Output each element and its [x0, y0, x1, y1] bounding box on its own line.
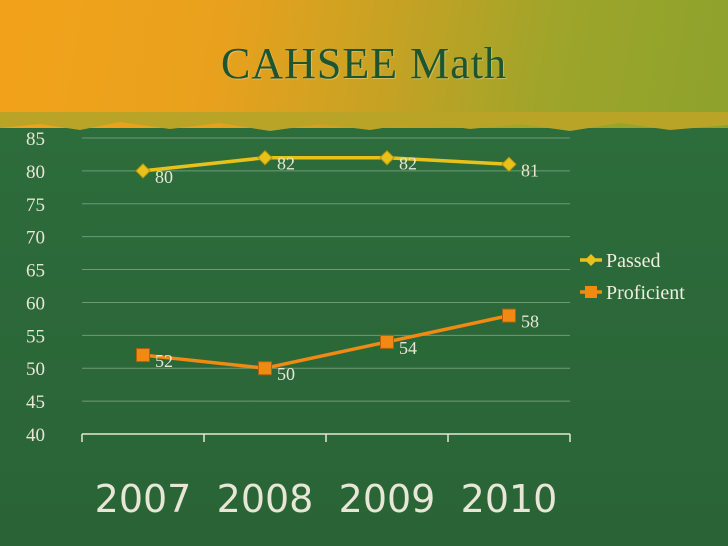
y-tick-label: 50	[26, 359, 45, 380]
legend-label-passed: Passed	[606, 250, 660, 272]
header-torn-edge	[0, 112, 728, 131]
legend-marker-passed	[585, 254, 597, 266]
y-tick-label: 70	[26, 228, 45, 249]
data-point-passed	[135, 163, 151, 179]
x-tick-label-2010: 2010	[461, 477, 558, 521]
y-tick-label: 80	[26, 162, 45, 183]
series-line-passed	[142, 155, 510, 173]
data-label-proficient: 54	[399, 338, 417, 358]
data-point-proficient	[380, 334, 394, 349]
x-tick-label-2008: 2008	[217, 477, 314, 521]
header-band	[0, 0, 728, 128]
y-tick-label: 45	[26, 392, 45, 413]
data-label-passed: 80	[155, 167, 173, 187]
y-tick-label: 60	[26, 293, 45, 314]
y-tick-label: 40	[26, 425, 45, 446]
data-label-passed: 82	[277, 154, 295, 174]
y-tick-label: 75	[26, 195, 45, 216]
slide-title: CAHSEE Math	[221, 39, 507, 88]
x-tick-label-2009: 2009	[339, 477, 436, 521]
data-label-passed: 82	[399, 154, 417, 174]
data-point-proficient	[502, 308, 516, 323]
data-point-passed	[257, 150, 273, 166]
x-tick-label-2007: 2007	[95, 477, 192, 521]
legend-label-proficient: Proficient	[606, 282, 685, 304]
data-point-passed	[501, 156, 517, 173]
data-label-proficient: 58	[521, 312, 539, 332]
y-tick-label: 65	[26, 261, 45, 282]
y-tick-label: 85	[26, 129, 45, 150]
data-point-passed	[379, 150, 395, 166]
series-line-proficient	[142, 313, 510, 370]
data-label-passed: 81	[521, 160, 539, 180]
data-label-proficient: 52	[155, 351, 173, 371]
data-label-proficient: 50	[277, 364, 295, 384]
data-point-proficient	[136, 348, 150, 363]
y-tick-label: 55	[26, 326, 45, 347]
legend-marker-proficient	[585, 286, 597, 298]
data-point-proficient	[258, 361, 272, 376]
